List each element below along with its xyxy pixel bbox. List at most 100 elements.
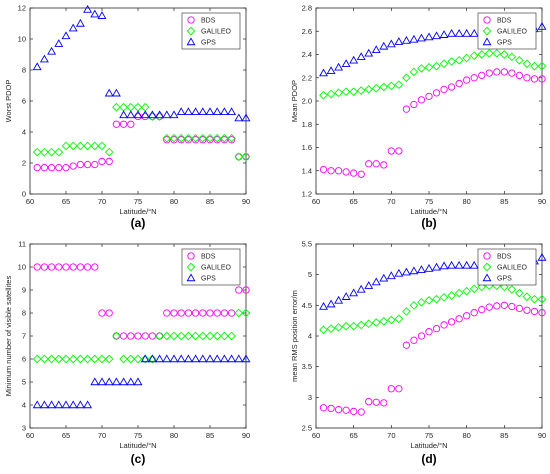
y-tick-label: 1.8 bbox=[302, 120, 312, 129]
data-point-galileo bbox=[522, 59, 532, 69]
data-point-galileo bbox=[119, 354, 128, 364]
data-point-gps bbox=[409, 266, 419, 275]
data-point-gps bbox=[371, 277, 381, 286]
data-point-galileo bbox=[76, 141, 85, 151]
data-point-bds bbox=[432, 324, 441, 333]
legend: BDS GALILEO GPS bbox=[181, 12, 241, 50]
data-point-bds bbox=[191, 136, 200, 144]
data-point-gps bbox=[162, 110, 172, 119]
x-tick-label: 70 bbox=[387, 197, 395, 206]
data-point-bds bbox=[493, 68, 501, 76]
legend-marker-bds bbox=[187, 16, 195, 24]
y-tick-label: 2.8 bbox=[302, 4, 312, 13]
data-point-galileo bbox=[61, 141, 71, 151]
data-point-bds bbox=[134, 332, 142, 340]
data-point-bds bbox=[33, 163, 41, 172]
data-point-bds bbox=[342, 406, 350, 414]
data-point-gps bbox=[319, 68, 328, 77]
x-tick-label: 80 bbox=[462, 197, 470, 206]
data-point-gps bbox=[326, 66, 336, 74]
data-point-gps bbox=[47, 400, 57, 409]
data-point-bds bbox=[227, 136, 236, 144]
data-point-galileo bbox=[492, 49, 502, 58]
data-point-galileo bbox=[241, 308, 251, 318]
data-point-galileo bbox=[500, 50, 509, 59]
data-point-gps bbox=[447, 260, 457, 269]
data-point-gps bbox=[169, 354, 179, 363]
data-point-galileo bbox=[326, 89, 336, 99]
data-point-galileo bbox=[319, 90, 328, 100]
y-tick-label: 3 bbox=[308, 393, 312, 402]
data-point-galileo bbox=[148, 354, 157, 364]
data-point-bds bbox=[432, 89, 441, 97]
data-point-galileo bbox=[379, 82, 389, 92]
y-tick-label: 6 bbox=[22, 97, 26, 106]
chart-panel-4: 60 65 70 75 80 85 90 2.5 3 3.5 4 4.5 5 5.5 Latitude/°N… bbox=[290, 240, 547, 466]
data-point-gps bbox=[155, 110, 165, 119]
legend-marker-bds bbox=[187, 252, 195, 260]
data-point-gps bbox=[126, 110, 136, 119]
legend-label-gps: GPS bbox=[201, 276, 216, 283]
data-point-galileo bbox=[90, 141, 100, 151]
y-tick-label: 5.5 bbox=[302, 240, 312, 249]
data-point-bds bbox=[177, 136, 185, 144]
data-point-gps bbox=[61, 31, 71, 40]
legend-label-gps: GPS bbox=[497, 276, 512, 283]
data-point-galileo bbox=[191, 331, 200, 341]
data-point-galileo bbox=[530, 61, 539, 71]
data-point-bds bbox=[170, 136, 178, 144]
data-point-galileo bbox=[32, 147, 42, 157]
data-point-gps bbox=[54, 39, 64, 47]
data-point-gps bbox=[394, 268, 404, 277]
data-point-galileo bbox=[394, 80, 404, 90]
data-point-galileo bbox=[387, 315, 396, 325]
data-point-galileo bbox=[537, 61, 547, 71]
data-point-galileo bbox=[220, 331, 229, 341]
data-point-gps bbox=[462, 28, 472, 37]
data-point-gps bbox=[205, 354, 215, 363]
data-point-gps bbox=[176, 107, 186, 116]
y-tick-label: 4 bbox=[22, 128, 26, 137]
data-point-galileo bbox=[515, 288, 524, 298]
data-point-bds bbox=[395, 385, 403, 393]
data-point-galileo bbox=[227, 331, 236, 341]
data-point-gps bbox=[90, 9, 100, 18]
data-point-bds bbox=[170, 309, 178, 317]
data-point-gps bbox=[227, 107, 237, 116]
data-point-bds bbox=[206, 309, 214, 317]
x-tick-label: 75 bbox=[425, 431, 433, 440]
data-point-gps bbox=[97, 11, 107, 19]
chart-panel-2: 60 65 70 75 80 85 90 1.2 1.4 1.6 1.8 2.0 2.2 2.4 2.6 2.… bbox=[290, 4, 547, 230]
data-point-galileo bbox=[176, 331, 186, 341]
data-point-galileo bbox=[68, 354, 78, 364]
data-point-bds bbox=[112, 120, 121, 128]
data-point-bds bbox=[365, 160, 373, 168]
data-point-galileo bbox=[133, 354, 143, 364]
data-point-bds bbox=[485, 303, 493, 311]
chart-panel-1: 60 65 70 75 80 85 90 0 2 4 6 8 10 12 Latitude/°N Worst … bbox=[4, 4, 251, 230]
panel-label: (b) bbox=[421, 216, 436, 230]
legend-label-galileo: GALILEO bbox=[497, 265, 528, 272]
data-point-galileo bbox=[507, 52, 517, 62]
y-tick-label: 2.5 bbox=[302, 424, 312, 433]
data-point-galileo bbox=[469, 51, 479, 60]
data-point-galileo bbox=[364, 319, 374, 329]
data-point-bds bbox=[105, 309, 113, 317]
data-point-galileo bbox=[424, 62, 434, 72]
data-point-galileo bbox=[162, 133, 172, 143]
data-point-galileo bbox=[205, 331, 215, 341]
data-point-gps bbox=[212, 107, 222, 116]
data-point-gps bbox=[75, 18, 85, 27]
data-point-bds bbox=[380, 161, 388, 169]
legend-marker-galileo bbox=[482, 26, 492, 36]
data-point-bds bbox=[410, 100, 418, 109]
x-tick-label: 65 bbox=[349, 431, 357, 440]
series-bds bbox=[319, 68, 546, 178]
data-point-bds bbox=[425, 92, 433, 101]
data-point-galileo bbox=[356, 86, 366, 95]
data-point-galileo bbox=[364, 85, 374, 94]
y-tick-label: 6 bbox=[22, 355, 26, 364]
data-point-galileo bbox=[212, 133, 222, 143]
data-point-galileo bbox=[162, 331, 172, 341]
data-point-gps bbox=[409, 34, 419, 43]
